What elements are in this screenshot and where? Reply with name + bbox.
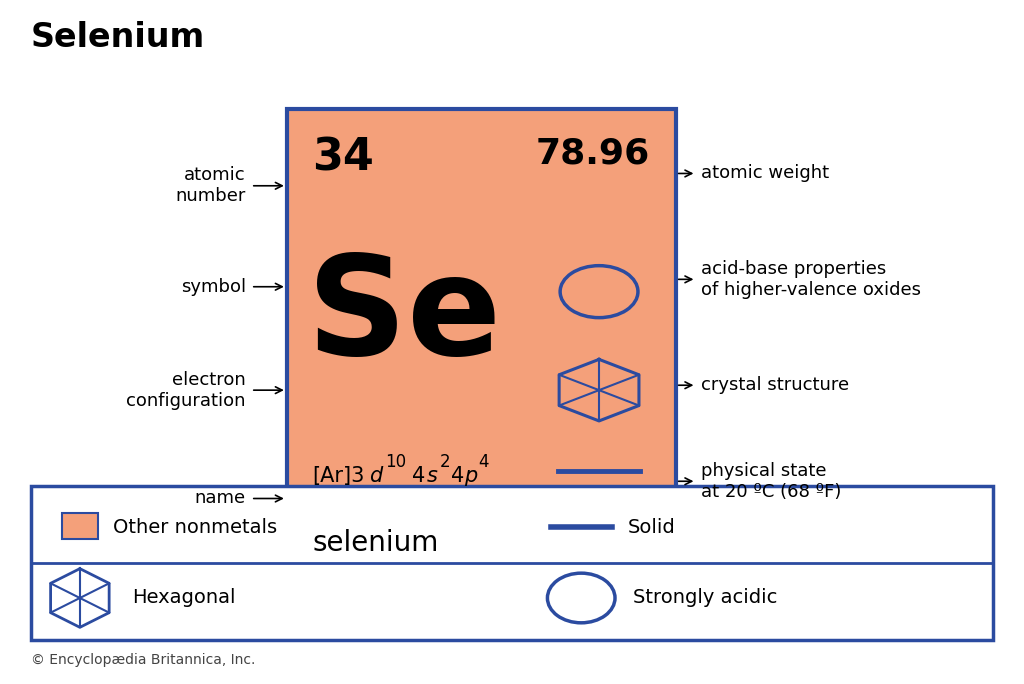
Text: atomic weight: atomic weight	[701, 164, 829, 183]
Text: $p$: $p$	[464, 469, 478, 488]
Text: [Ar]3: [Ar]3	[312, 466, 365, 486]
Text: 78.96: 78.96	[536, 137, 650, 171]
Text: $s$: $s$	[426, 466, 438, 486]
Text: acid-base properties
of higher-valence oxides: acid-base properties of higher-valence o…	[701, 260, 922, 299]
Bar	[31, 486, 993, 640]
Ellipse shape	[548, 573, 615, 623]
Text: 2: 2	[439, 453, 450, 471]
Text: Selenium: Selenium	[31, 21, 205, 53]
Text: Strongly acidic: Strongly acidic	[634, 588, 778, 607]
Text: 34: 34	[312, 137, 374, 180]
Text: atomic
number: atomic number	[175, 166, 246, 205]
Text: electron
configuration: electron configuration	[126, 371, 246, 410]
Text: 10: 10	[385, 453, 407, 471]
Bar	[61, 513, 98, 539]
Ellipse shape	[560, 265, 638, 317]
Text: Se: Se	[307, 249, 502, 384]
Text: selenium: selenium	[312, 529, 438, 557]
Text: 4: 4	[451, 466, 464, 486]
Text: 4: 4	[412, 466, 425, 486]
Text: Hexagonal: Hexagonal	[132, 588, 236, 607]
Text: crystal structure: crystal structure	[701, 376, 850, 394]
Text: symbol: symbol	[180, 278, 246, 295]
Text: Other nonmetals: Other nonmetals	[113, 518, 278, 537]
Bar	[287, 109, 676, 602]
Text: Solid: Solid	[628, 518, 675, 537]
Text: © Encyclopædia Britannica, Inc.: © Encyclopædia Britannica, Inc.	[31, 653, 255, 667]
Text: $d$: $d$	[369, 466, 384, 486]
Text: physical state
at 20 ºC (68 ºF): physical state at 20 ºC (68 ºF)	[701, 462, 842, 501]
Text: name: name	[195, 490, 246, 508]
Text: 4: 4	[478, 453, 488, 471]
